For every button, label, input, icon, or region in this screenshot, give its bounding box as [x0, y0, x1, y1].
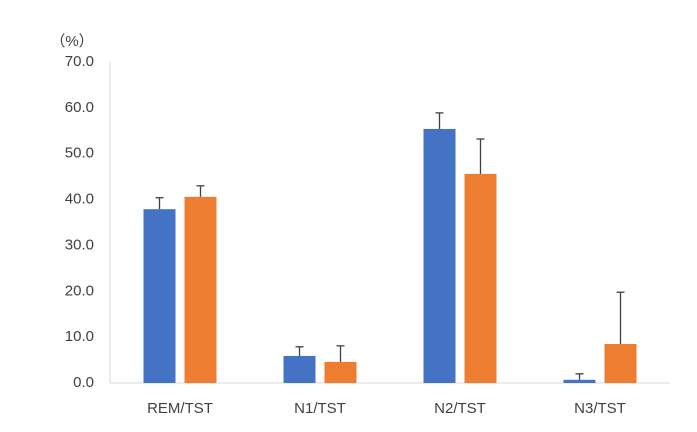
bar [423, 128, 456, 383]
bar [283, 355, 316, 383]
error-bar [336, 345, 345, 362]
error-bar [196, 185, 205, 197]
y-tick-label: 50.0 [65, 145, 94, 162]
error-bar [575, 373, 584, 380]
x-tick-label: N3/TST [574, 400, 626, 417]
y-tick-label: 60.0 [65, 99, 94, 116]
bar [143, 209, 176, 383]
bar [464, 173, 497, 383]
y-tick-label: 0.0 [73, 374, 94, 391]
error-bar [435, 112, 444, 129]
x-tick-label: N2/TST [434, 400, 486, 417]
y-tick-label: 40.0 [65, 191, 94, 208]
error-bar [155, 197, 164, 210]
y-tick-label: 10.0 [65, 328, 94, 345]
error-bar [476, 138, 485, 174]
error-bar [616, 291, 625, 345]
y-tick-label: 20.0 [65, 282, 94, 299]
y-tick-label: 30.0 [65, 236, 94, 253]
bar [604, 344, 637, 383]
bar [563, 379, 596, 383]
y-axis-label: （%） [50, 33, 93, 50]
x-tick-label: REM/TST [147, 400, 213, 417]
y-tick-label: 70.0 [65, 53, 94, 70]
bar [184, 196, 217, 383]
x-tick-label: N1/TST [294, 400, 346, 417]
bar [324, 361, 357, 383]
error-bar [295, 346, 304, 356]
